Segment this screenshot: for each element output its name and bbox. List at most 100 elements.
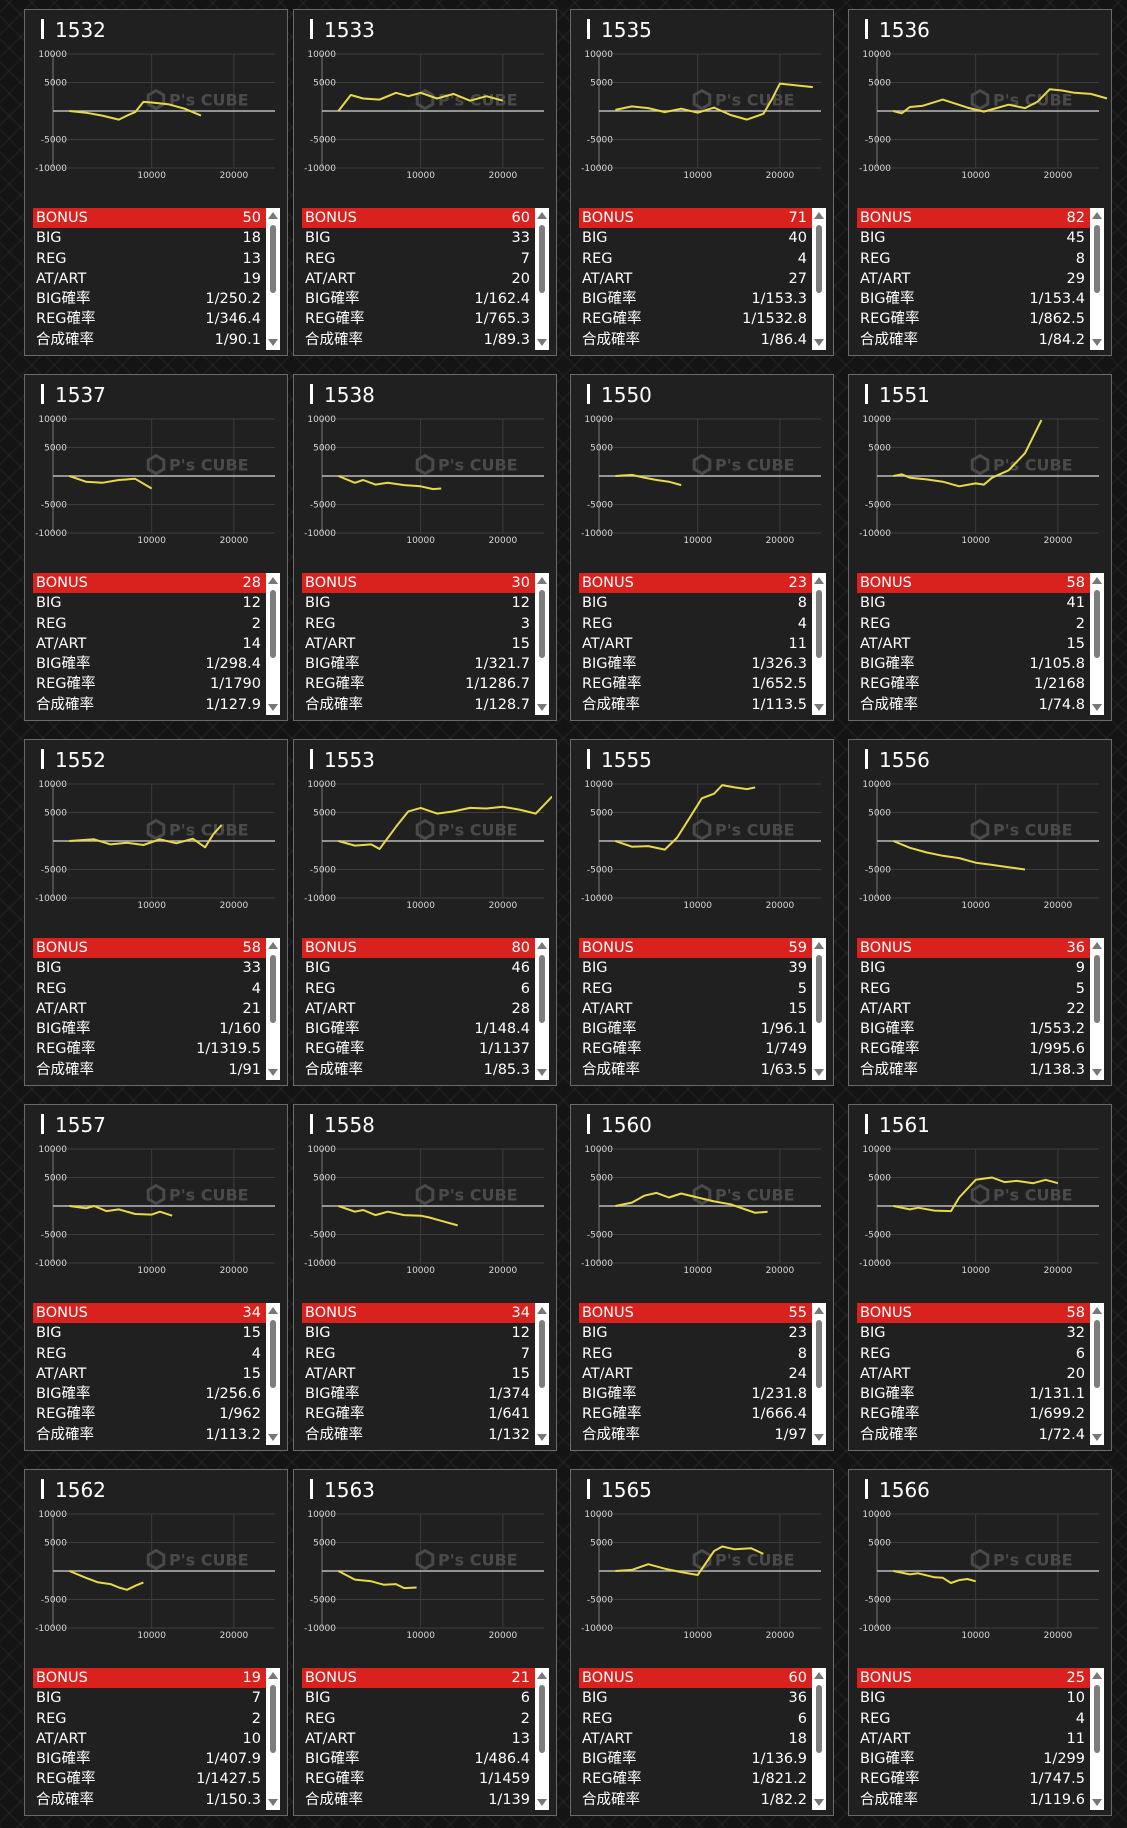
scroll-thumb[interactable] [1094, 1685, 1100, 1753]
scroll-thumb[interactable] [270, 955, 276, 1023]
machine-card-1562[interactable]: 1562 P's CUBE 10000 5000 -5000 -10000 10000 20… [24, 1469, 288, 1816]
scroll-down-arrow-icon[interactable] [268, 1799, 278, 1806]
scroll-up-arrow-icon[interactable] [268, 1307, 278, 1314]
scroll-down-arrow-icon[interactable] [268, 1069, 278, 1076]
machine-card-1560[interactable]: 1560 P's CUBE 10000 5000 -5000 -10000 10000 20… [570, 1104, 834, 1451]
scroll-up-arrow-icon[interactable] [268, 212, 278, 219]
scroll-thumb[interactable] [816, 955, 822, 1023]
machine-card-1563[interactable]: 1563 P's CUBE 10000 5000 -5000 -10000 10000 20… [293, 1469, 557, 1816]
scroll-thumb[interactable] [539, 225, 545, 293]
scroll-down-arrow-icon[interactable] [1092, 339, 1102, 346]
stats-scrollbar[interactable] [535, 938, 549, 1080]
stats-scrollbar[interactable] [812, 1303, 826, 1445]
scroll-down-arrow-icon[interactable] [537, 1799, 547, 1806]
stats-scrollbar[interactable] [1090, 208, 1104, 350]
machine-card-1550[interactable]: 1550 P's CUBE 10000 5000 -5000 -10000 10000 20… [570, 374, 834, 721]
scroll-down-arrow-icon[interactable] [268, 339, 278, 346]
machine-card-1553[interactable]: 1553 P's CUBE 10000 5000 -5000 -10000 10000 20… [293, 739, 557, 1086]
scroll-down-arrow-icon[interactable] [1092, 1434, 1102, 1441]
scroll-up-arrow-icon[interactable] [537, 1672, 547, 1679]
scroll-down-arrow-icon[interactable] [537, 1069, 547, 1076]
scroll-up-arrow-icon[interactable] [537, 1307, 547, 1314]
stats-scrollbar[interactable] [535, 1668, 549, 1810]
stats-scrollbar[interactable] [1090, 1668, 1104, 1810]
stats-scrollbar[interactable] [266, 208, 280, 350]
scroll-up-arrow-icon[interactable] [814, 1672, 824, 1679]
machine-card-1557[interactable]: 1557 P's CUBE 10000 5000 -5000 -10000 10000 20… [24, 1104, 288, 1451]
scroll-up-arrow-icon[interactable] [537, 577, 547, 584]
scroll-thumb[interactable] [539, 590, 545, 658]
stats-scrollbar[interactable] [266, 1668, 280, 1810]
scroll-down-arrow-icon[interactable] [1092, 1069, 1102, 1076]
scroll-thumb[interactable] [1094, 1320, 1100, 1388]
machine-card-1556[interactable]: 1556 P's CUBE 10000 5000 -5000 -10000 10000 20… [848, 739, 1112, 1086]
scroll-down-arrow-icon[interactable] [268, 704, 278, 711]
machine-card-1565[interactable]: 1565 P's CUBE 10000 5000 -5000 -10000 10000 20… [570, 1469, 834, 1816]
stats-scrollbar[interactable] [1090, 938, 1104, 1080]
machine-card-1561[interactable]: 1561 P's CUBE 10000 5000 -5000 -10000 10000 20… [848, 1104, 1112, 1451]
scroll-down-arrow-icon[interactable] [537, 1434, 547, 1441]
machine-card-1537[interactable]: 1537 P's CUBE 10000 5000 -5000 -10000 10000 20… [24, 374, 288, 721]
scroll-thumb[interactable] [1094, 225, 1100, 293]
scroll-up-arrow-icon[interactable] [1092, 1307, 1102, 1314]
stats-scrollbar[interactable] [1090, 573, 1104, 715]
scroll-up-arrow-icon[interactable] [814, 942, 824, 949]
scroll-thumb[interactable] [816, 225, 822, 293]
stats-scrollbar[interactable] [812, 1668, 826, 1810]
scroll-thumb[interactable] [270, 590, 276, 658]
scroll-down-arrow-icon[interactable] [268, 1434, 278, 1441]
scroll-thumb[interactable] [816, 1685, 822, 1753]
stats-scrollbar[interactable] [812, 208, 826, 350]
scroll-thumb[interactable] [270, 1685, 276, 1753]
machine-card-1555[interactable]: 1555 P's CUBE 10000 5000 -5000 -10000 10000 20… [570, 739, 834, 1086]
scroll-up-arrow-icon[interactable] [1092, 1672, 1102, 1679]
stats-scrollbar[interactable] [535, 1303, 549, 1445]
scroll-thumb[interactable] [1094, 590, 1100, 658]
scroll-up-arrow-icon[interactable] [537, 212, 547, 219]
scroll-down-arrow-icon[interactable] [814, 704, 824, 711]
scroll-thumb[interactable] [816, 590, 822, 658]
scroll-up-arrow-icon[interactable] [1092, 942, 1102, 949]
scroll-up-arrow-icon[interactable] [537, 942, 547, 949]
scroll-down-arrow-icon[interactable] [814, 1799, 824, 1806]
scroll-thumb[interactable] [270, 225, 276, 293]
scroll-down-arrow-icon[interactable] [1092, 704, 1102, 711]
scroll-thumb[interactable] [539, 1685, 545, 1753]
scroll-down-arrow-icon[interactable] [537, 704, 547, 711]
machine-card-1533[interactable]: 1533 P's CUBE 10000 5000 -5000 -10000 10000 20… [293, 9, 557, 356]
scroll-down-arrow-icon[interactable] [814, 339, 824, 346]
scroll-up-arrow-icon[interactable] [814, 212, 824, 219]
scroll-thumb[interactable] [539, 1320, 545, 1388]
scroll-up-arrow-icon[interactable] [814, 1307, 824, 1314]
stats-scrollbar[interactable] [1090, 1303, 1104, 1445]
scroll-down-arrow-icon[interactable] [814, 1434, 824, 1441]
machine-card-1551[interactable]: 1551 P's CUBE 10000 5000 -5000 -10000 10000 20… [848, 374, 1112, 721]
machine-card-1552[interactable]: 1552 P's CUBE 10000 5000 -5000 -10000 10000 20… [24, 739, 288, 1086]
stats-scrollbar[interactable] [266, 1303, 280, 1445]
scroll-thumb[interactable] [270, 1320, 276, 1388]
scroll-down-arrow-icon[interactable] [1092, 1799, 1102, 1806]
stats-scrollbar[interactable] [812, 938, 826, 1080]
scroll-down-arrow-icon[interactable] [814, 1069, 824, 1076]
scroll-thumb[interactable] [539, 955, 545, 1023]
scroll-up-arrow-icon[interactable] [268, 1672, 278, 1679]
scroll-thumb[interactable] [816, 1320, 822, 1388]
stats-scrollbar[interactable] [535, 573, 549, 715]
stats-scrollbar[interactable] [812, 573, 826, 715]
machine-card-1566[interactable]: 1566 P's CUBE 10000 5000 -5000 -10000 10000 20… [848, 1469, 1112, 1816]
scroll-up-arrow-icon[interactable] [1092, 212, 1102, 219]
stats-scrollbar[interactable] [266, 938, 280, 1080]
machine-card-1538[interactable]: 1538 P's CUBE 10000 5000 -5000 -10000 10000 20… [293, 374, 557, 721]
machine-card-1536[interactable]: 1536 P's CUBE 10000 5000 -5000 -10000 10000 20… [848, 9, 1112, 356]
stats-scrollbar[interactable] [266, 573, 280, 715]
scroll-up-arrow-icon[interactable] [268, 577, 278, 584]
machine-card-1558[interactable]: 1558 P's CUBE 10000 5000 -5000 -10000 10000 20… [293, 1104, 557, 1451]
machine-card-1532[interactable]: 1532 P's CUBE 10000 5000 -5000 -10000 10000 20… [24, 9, 288, 356]
scroll-up-arrow-icon[interactable] [268, 942, 278, 949]
stats-scrollbar[interactable] [535, 208, 549, 350]
scroll-thumb[interactable] [1094, 955, 1100, 1023]
scroll-up-arrow-icon[interactable] [814, 577, 824, 584]
scroll-down-arrow-icon[interactable] [537, 339, 547, 346]
machine-card-1535[interactable]: 1535 P's CUBE 10000 5000 -5000 -10000 10000 20… [570, 9, 834, 356]
scroll-up-arrow-icon[interactable] [1092, 577, 1102, 584]
